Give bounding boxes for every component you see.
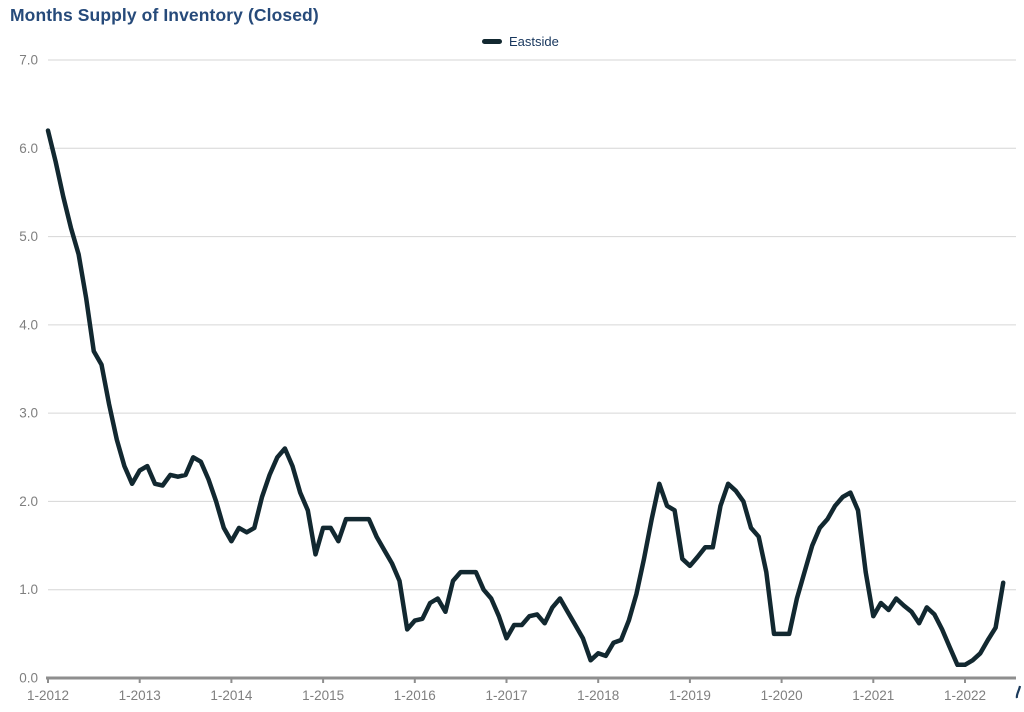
eastside-series-line xyxy=(45,128,1006,668)
x-tick-label: 1-2012 xyxy=(27,688,69,703)
x-tick-label: 1-2018 xyxy=(577,688,619,703)
x-axis: 1-2012 1-2013 1-2014 1-2015 1-2016 1-2017 1-20… xyxy=(27,676,1016,703)
y-tick-label: 7.0 xyxy=(19,53,38,68)
cropped-glyph-artifact xyxy=(1015,685,1022,699)
x-tick-label: 1-2020 xyxy=(761,688,803,703)
y-tick-label: 1.0 xyxy=(19,582,38,597)
y-tick-label: 0.0 xyxy=(19,671,38,686)
y-tick-label: 6.0 xyxy=(19,141,38,156)
x-tick-label: 1-2016 xyxy=(394,688,436,703)
x-tick-label: 1-2017 xyxy=(485,688,527,703)
eastside-legend-label: Eastside xyxy=(509,34,559,49)
x-tick-label: 1-2021 xyxy=(852,688,894,703)
x-tick-label: 1-2019 xyxy=(669,688,711,703)
y-axis-labels: 0.0 1.0 2.0 3.0 4.0 5.0 6.0 7.0 xyxy=(19,53,38,686)
x-tick-label: 1-2022 xyxy=(944,688,986,703)
x-tick-label: 1-2014 xyxy=(210,688,253,703)
y-tick-label: 3.0 xyxy=(19,406,38,421)
gridlines xyxy=(48,59,1016,591)
chart-title: Months Supply of Inventory (Closed) xyxy=(10,5,319,25)
y-tick-label: 5.0 xyxy=(19,229,38,244)
y-tick-label: 2.0 xyxy=(19,494,38,509)
x-tick-label: 1-2015 xyxy=(302,688,344,703)
x-tick-label: 1-2013 xyxy=(119,688,161,703)
eastside-legend-line-swatch xyxy=(482,39,502,44)
legend: Eastside xyxy=(482,35,559,48)
y-tick-label: 4.0 xyxy=(19,317,38,332)
